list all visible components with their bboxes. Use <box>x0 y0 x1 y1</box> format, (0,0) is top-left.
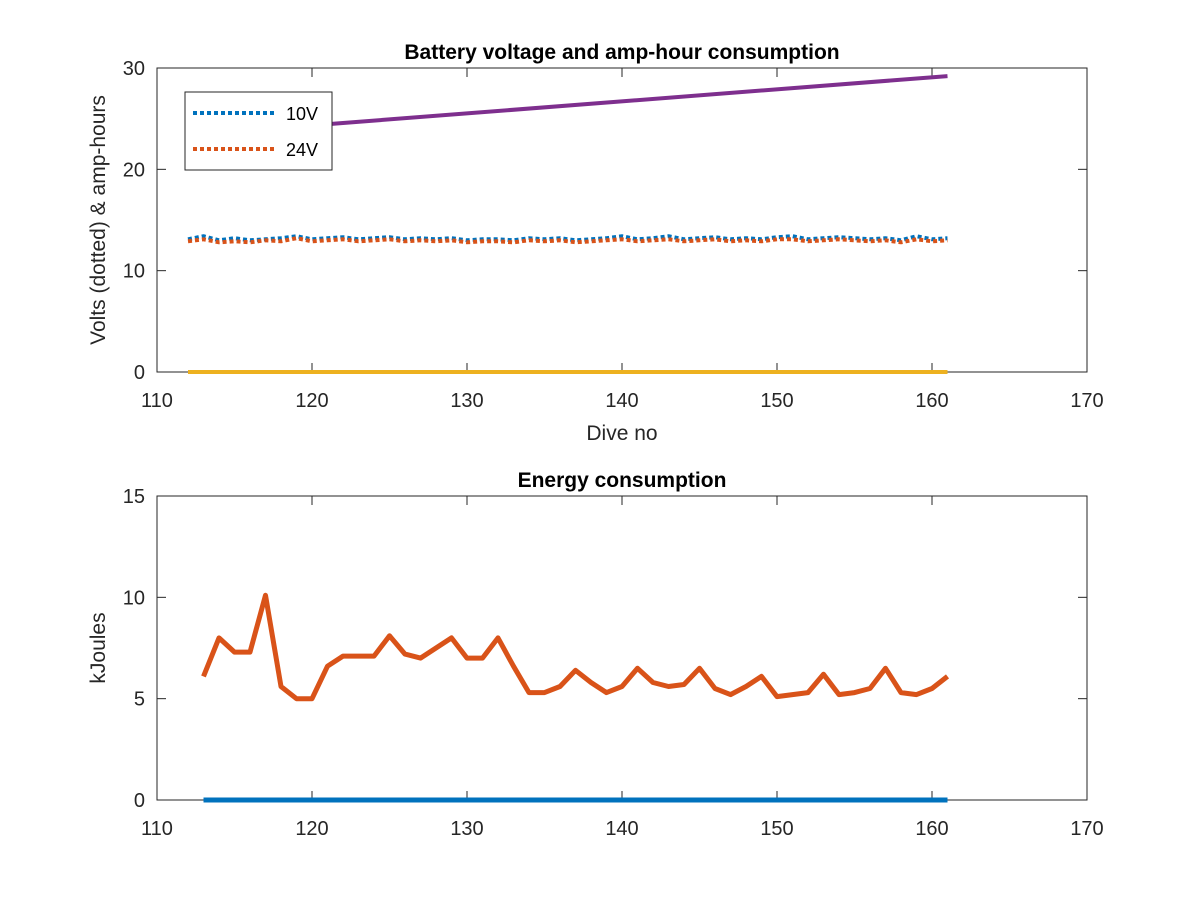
legend-label: 24V <box>286 140 318 160</box>
y-axis-label: kJoules <box>87 612 110 683</box>
x-tick-label: 150 <box>760 390 793 412</box>
x-tick-label: 120 <box>295 390 328 412</box>
x-tick-label: 160 <box>915 818 948 840</box>
x-axis-label: Dive no <box>586 422 657 445</box>
x-tick-label: 110 <box>141 818 173 840</box>
y-tick-label: 5 <box>134 689 145 711</box>
x-tick-label: 170 <box>1070 390 1103 412</box>
y-tick-label: 0 <box>134 790 145 812</box>
x-tick-label: 140 <box>605 390 638 412</box>
y-tick-label: 10 <box>123 261 145 283</box>
legend-box <box>184 91 333 171</box>
series-line-unlabeled-1 <box>201 592 950 702</box>
y-axis-label: Volts (dotted) & amp-hours <box>87 95 110 345</box>
voltage-amphour-plot: 110 120 130 140 150 160 170 0 10 20 30 Battery volt… <box>87 41 1104 445</box>
x-tick-label: 130 <box>450 390 483 412</box>
energy-consumption-plot: 110 120 130 140 150 160 170 0 5 10 15 Energy consum… <box>87 469 1104 840</box>
series-line-24v <box>187 236 948 245</box>
y-tick-label: 15 <box>123 486 145 508</box>
y-tick-label: 0 <box>134 362 145 384</box>
series-line-unlabeled-3 <box>280 74 948 130</box>
series-line-10v <box>187 234 948 243</box>
y-tick-label: 30 <box>123 58 145 80</box>
y-tick-label: 10 <box>123 587 145 609</box>
y-tick-label: 20 <box>123 159 145 181</box>
x-tick-label: 160 <box>915 390 948 412</box>
x-tick-label: 150 <box>760 818 793 840</box>
x-tick-label: 130 <box>450 818 483 840</box>
axes-box <box>156 495 1088 801</box>
x-tick-label: 170 <box>1070 818 1103 840</box>
chart-title: Energy consumption <box>518 469 727 492</box>
x-tick-label: 140 <box>605 818 638 840</box>
chart-title: Battery voltage and amp-hour consumption <box>404 41 839 64</box>
legend-label: 10V <box>286 104 318 124</box>
x-tick-label: 110 <box>141 390 173 412</box>
x-tick-label: 120 <box>295 818 328 840</box>
